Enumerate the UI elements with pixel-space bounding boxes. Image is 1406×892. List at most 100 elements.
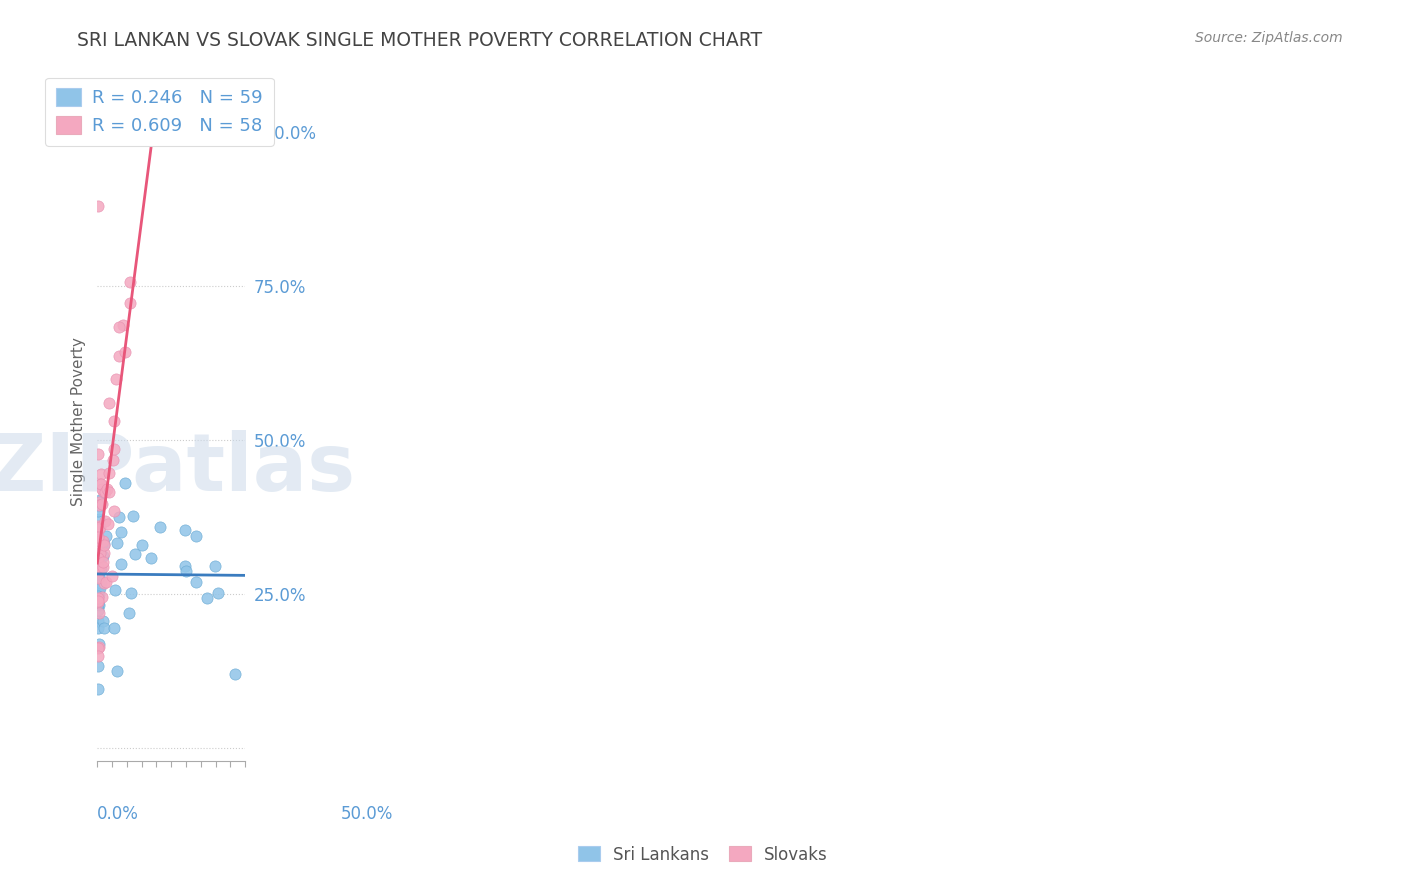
Point <box>87 641 110 656</box>
Point <box>90 477 112 491</box>
Point <box>91 556 114 570</box>
Point <box>89 546 111 560</box>
Point <box>87 614 110 628</box>
Text: SRI LANKAN VS SLOVAK SINGLE MOTHER POVERTY CORRELATION CHART: SRI LANKAN VS SLOVAK SINGLE MOTHER POVER… <box>77 31 762 50</box>
Point <box>86 591 108 605</box>
Point <box>87 537 110 551</box>
Point <box>87 537 110 551</box>
Point <box>94 574 117 589</box>
Point <box>91 614 114 628</box>
Point <box>86 519 108 533</box>
Point <box>89 536 111 550</box>
Point <box>96 528 118 542</box>
Text: ZIPatlas: ZIPatlas <box>0 430 356 508</box>
Point <box>89 558 111 573</box>
Point <box>121 508 143 523</box>
Point <box>107 664 129 678</box>
Point <box>87 533 110 547</box>
Point <box>149 520 172 534</box>
Y-axis label: Single Mother Poverty: Single Mother Poverty <box>72 337 86 506</box>
Point <box>104 583 127 598</box>
Point <box>184 574 207 589</box>
Point <box>87 640 110 655</box>
Point <box>93 576 115 591</box>
Point <box>104 372 127 386</box>
Point <box>120 275 142 289</box>
Point <box>93 537 115 551</box>
Point <box>87 530 110 544</box>
Point <box>103 414 125 428</box>
Point <box>97 466 120 480</box>
Point <box>87 587 110 601</box>
Point <box>91 549 114 563</box>
Point <box>87 582 110 597</box>
Point <box>86 570 108 584</box>
Point <box>91 482 114 496</box>
Point <box>90 497 112 511</box>
Point <box>96 482 118 496</box>
Text: 50.0%: 50.0% <box>340 805 392 823</box>
Point <box>124 548 146 562</box>
Point <box>89 533 111 548</box>
Point <box>87 622 110 636</box>
Point <box>98 396 121 410</box>
Point <box>207 586 229 600</box>
Point <box>93 546 115 560</box>
Point <box>87 580 110 594</box>
Legend: R = 0.246   N = 59, R = 0.609   N = 58: R = 0.246 N = 59, R = 0.609 N = 58 <box>45 78 274 146</box>
Point <box>107 320 129 334</box>
Point <box>91 560 114 574</box>
Point <box>89 477 111 491</box>
Point <box>87 523 110 537</box>
Point <box>86 559 108 574</box>
Point <box>110 525 132 540</box>
Text: 0.0%: 0.0% <box>97 805 139 823</box>
Point <box>87 512 110 526</box>
Point <box>86 571 108 585</box>
Point <box>89 581 111 595</box>
Point <box>86 555 108 569</box>
Point <box>94 484 117 499</box>
Point <box>110 557 132 571</box>
Point <box>90 467 112 481</box>
Point <box>120 586 142 600</box>
Point <box>87 538 110 552</box>
Point <box>86 558 108 573</box>
Point <box>103 442 125 456</box>
Point <box>87 503 110 517</box>
Point <box>87 602 110 616</box>
Point <box>87 570 110 584</box>
Point <box>87 597 110 611</box>
Point <box>103 622 125 636</box>
Point <box>105 536 128 550</box>
Point <box>90 575 112 590</box>
Point <box>173 523 195 537</box>
Point <box>101 452 124 467</box>
Point <box>195 591 218 605</box>
Point <box>93 534 115 549</box>
Point <box>86 648 108 663</box>
Point <box>93 621 115 635</box>
Point <box>204 558 226 573</box>
Point <box>89 498 111 512</box>
Point <box>90 558 112 572</box>
Point <box>120 295 142 310</box>
Point <box>174 564 197 578</box>
Point <box>86 551 108 566</box>
Point <box>114 475 136 490</box>
Point <box>224 667 246 681</box>
Point <box>89 492 111 507</box>
Point <box>87 564 110 578</box>
Point <box>97 485 120 500</box>
Point <box>101 569 124 583</box>
Point <box>117 606 139 620</box>
Point <box>90 539 112 553</box>
Point <box>87 447 110 461</box>
Point <box>86 198 108 212</box>
Point <box>86 659 108 673</box>
Point <box>174 558 197 573</box>
Point <box>87 589 110 603</box>
Point <box>108 510 131 524</box>
Point <box>97 517 120 532</box>
Point <box>89 520 111 534</box>
